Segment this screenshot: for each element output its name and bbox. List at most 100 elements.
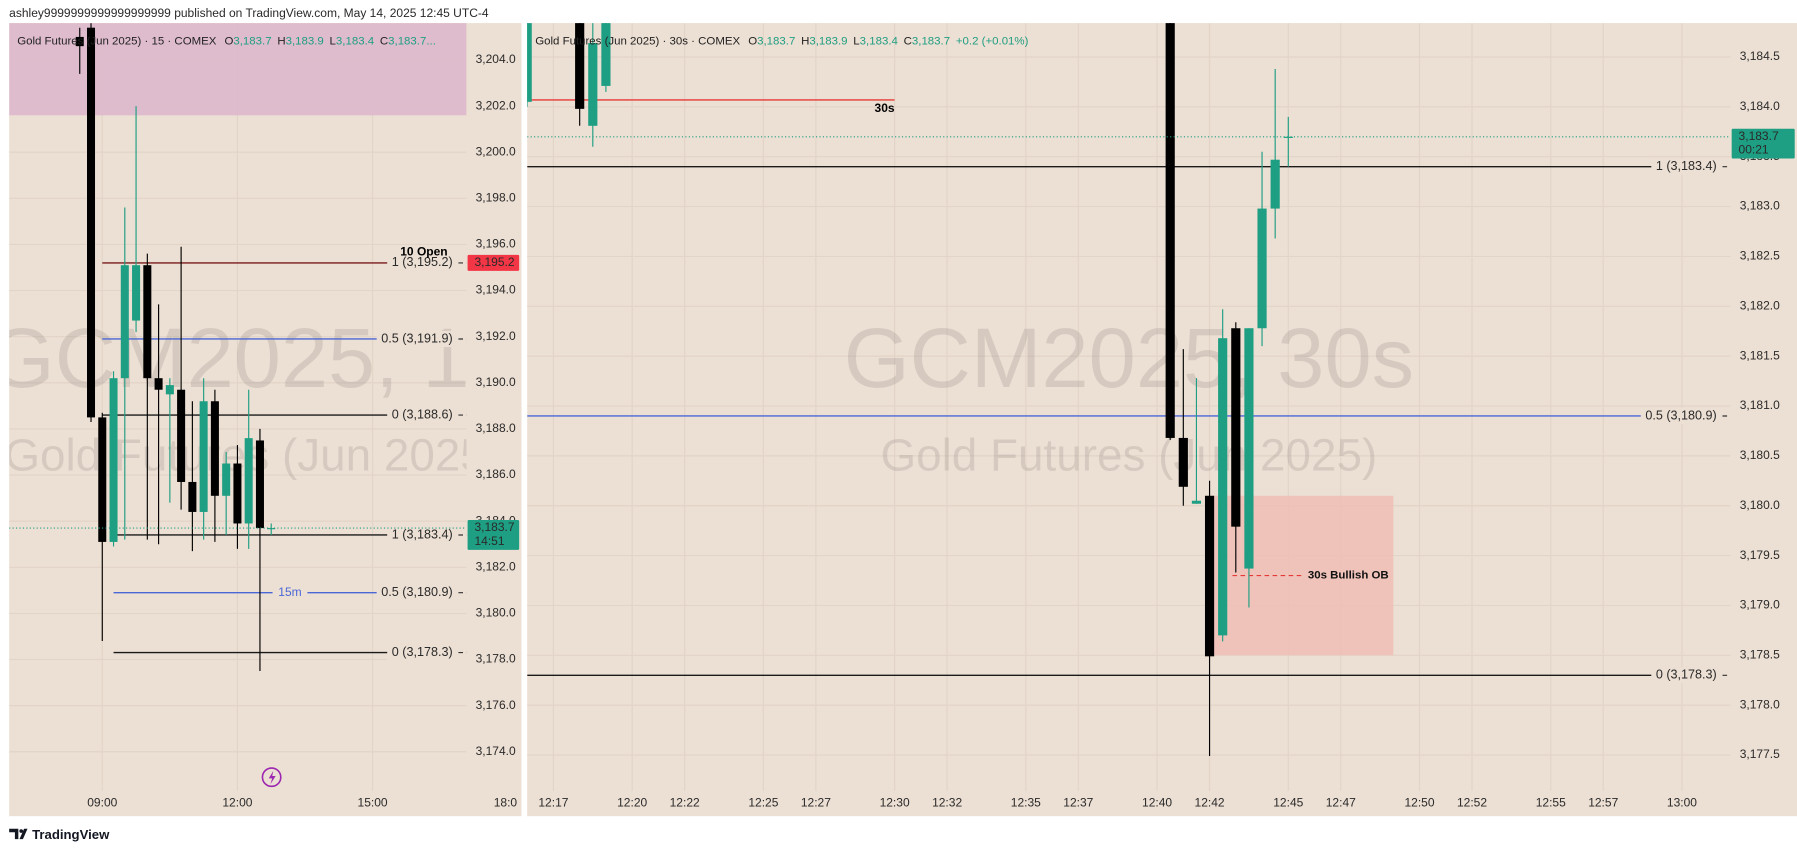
legend-field-value: 3,183.4: [336, 35, 375, 47]
level-label: 0.5 (3,191.9): [381, 331, 452, 345]
candle-body: [165, 385, 174, 395]
candle-body: [1283, 136, 1293, 138]
y-tick-label: 3,184.5: [1740, 49, 1780, 63]
candle-body: [1191, 500, 1202, 504]
candle-body: [1244, 328, 1254, 569]
level-label-background: [387, 526, 467, 544]
legend-field-value: 3,183.7: [233, 35, 271, 47]
legend-field-value: 3,183.4: [860, 35, 899, 47]
x-tick-label: 12:42: [1195, 796, 1225, 810]
level-label: 0.5 (3,180.9): [1645, 408, 1716, 422]
alert-circle: [261, 767, 282, 788]
header-text: ashley9999999999999999999 published on T…: [9, 6, 489, 20]
legend-field-label: O: [224, 35, 233, 47]
x-tick-label: 12:45: [1273, 796, 1303, 810]
legend-field-value: 3,183.7: [757, 35, 795, 47]
candle-body: [87, 27, 96, 418]
x-tick-label: 12:00: [222, 796, 252, 810]
legend-field-label: L: [330, 35, 336, 47]
legend-field-value: 3,183.9: [809, 35, 847, 47]
y-tick-label: 3,182.0: [476, 559, 516, 573]
price-tag: [1731, 128, 1795, 159]
legend-field-value: 3,183.7...: [388, 35, 436, 47]
legend-field-label: L: [853, 35, 859, 47]
y-tick-label: 3,204.0: [476, 52, 516, 66]
watermark: GCM2025, 30s: [844, 310, 1414, 405]
candle-body: [233, 463, 242, 524]
candle-body: [120, 265, 129, 379]
y-tick-label: 3,186.0: [476, 467, 516, 481]
level-label: 1 (3,183.4): [1656, 159, 1717, 173]
level-label-background: [387, 407, 467, 424]
charts: GCM2025, 15 Gold Futures (Jun 2025) 1 (3,1…: [0, 23, 1797, 817]
y-tick-label: 3,192.0: [476, 329, 516, 343]
y-tick-label: 3,196.0: [476, 237, 516, 251]
level-label: 1 (3,195.2): [392, 255, 453, 269]
footer-logo: [9, 828, 28, 840]
watermark-subtitle: Gold Futures (Jun 2025): [880, 430, 1377, 481]
price-tag: [467, 520, 520, 550]
legend-field-label: C: [380, 35, 388, 47]
candle-body: [132, 265, 141, 321]
alert-icon: [261, 767, 282, 788]
level-label-background: [1640, 407, 1731, 425]
candle-body: [1231, 328, 1241, 527]
price-tag-sublabel: 00:21: [1739, 143, 1769, 157]
candle-body: [199, 401, 208, 512]
candle-body: [177, 389, 186, 482]
level-label-background: [376, 330, 467, 348]
x-tick-label: 12:35: [1011, 796, 1041, 810]
y-tick-label: 3,183.0: [1740, 199, 1780, 213]
y-tick-label: 3,194.0: [476, 283, 516, 297]
y-tick-label: 3,180.0: [1740, 498, 1780, 512]
y-tick-label: 3,176.0: [476, 698, 516, 712]
legend-field-label: H: [801, 35, 809, 47]
x-tick-label: 12:52: [1457, 796, 1487, 810]
level-label-background: [387, 644, 467, 661]
candle-body: [109, 378, 118, 542]
chart-panel: GCM2025, 30s Gold Futures (Jun 2025) 30s B…: [527, 23, 1797, 817]
x-tick-label: 12:55: [1536, 796, 1566, 810]
candle-body: [1165, 23, 1175, 438]
candle-body: [143, 265, 152, 379]
legend-change: +0.2 (+0.01%): [956, 35, 1029, 47]
footer-text: TradingView: [32, 827, 110, 842]
y-tick-label: 3,181.0: [1740, 398, 1780, 412]
zone-label: 30s Bullish OB: [1308, 570, 1389, 582]
candle-body: [601, 23, 611, 86]
legend: Gold Futures (Jun 2025) · 15 · COMEX O3,1…: [17, 35, 436, 47]
y-tick-label: 3,178.5: [1740, 647, 1780, 661]
annotation-background: [272, 584, 308, 601]
x-tick-label: 12:22: [670, 796, 700, 810]
legend: Gold Futures (Jun 2025) · 30s · COMEX O3,…: [535, 35, 1028, 47]
plot-area: GCM2025, 30s Gold Futures (Jun 2025) 30s B…: [527, 23, 1731, 791]
watermark: GCM2025, 15: [0, 310, 517, 405]
x-tick-label: 12:32: [932, 796, 962, 810]
y-tick-label: 3,188.0: [476, 421, 516, 435]
legend-field-label: C: [904, 35, 912, 47]
x-tick-label: 12:30: [880, 796, 910, 810]
panel-background: [527, 23, 1797, 817]
level-label: 0 (3,178.3): [1656, 668, 1717, 682]
price-tag: [467, 254, 520, 271]
y-tick-label: 3,178.0: [476, 652, 516, 666]
candle-body: [575, 23, 585, 109]
y-tick-label: 3,179.0: [1740, 598, 1780, 612]
candle-body: [188, 481, 197, 512]
candle-body: [210, 401, 219, 496]
x-tick-label: 12:25: [748, 796, 778, 810]
candle-body: [588, 43, 598, 126]
y-tick-label: 3,200.0: [476, 144, 516, 158]
level-label-background: [387, 254, 467, 271]
candle-body: [75, 36, 84, 47]
y-tick-label: 3,177.5: [1740, 747, 1780, 761]
x-tick-label: 15:00: [358, 796, 388, 810]
annotation: 15m: [278, 585, 301, 599]
zone: [9, 23, 467, 116]
y-tick-label: 3,179.5: [1740, 548, 1780, 562]
legend-field-label: H: [277, 35, 285, 47]
x-tick-label: 13:00: [1667, 796, 1697, 810]
